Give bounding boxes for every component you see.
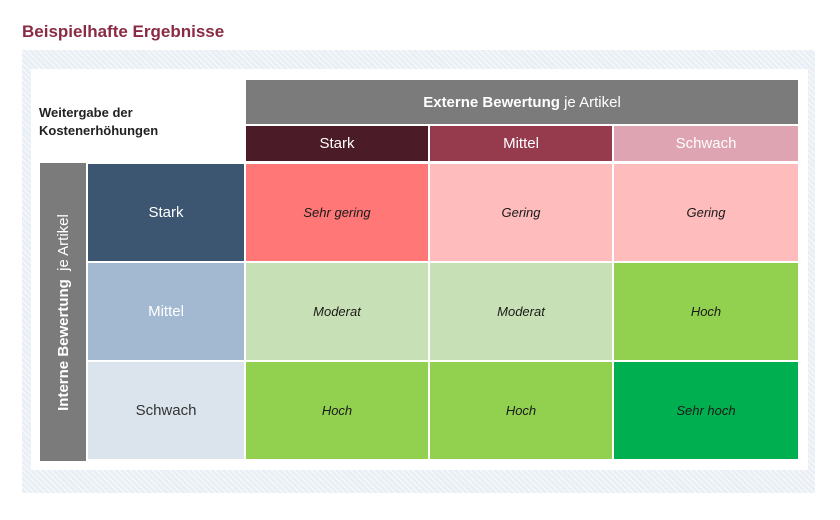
external-rating-header-bold: Externe Bewertung — [423, 93, 560, 111]
matrix-cell-stark-stark: Sehr gering — [246, 164, 428, 261]
internal-rating-header-rest: je Artikel — [54, 213, 72, 275]
corner-label-line2: Kostenerhöhungen — [39, 123, 159, 138]
column-header-schwach: Schwach — [614, 126, 798, 161]
row-header-stark: Stark — [88, 164, 244, 261]
external-rating-header: Externe Bewertung je Artikel — [246, 80, 798, 124]
internal-rating-header-bold: Interne Bewertung — [54, 278, 72, 411]
matrix-cell-schwach-stark: Hoch — [246, 362, 428, 459]
matrix-cell-stark-schwach: Gering — [614, 164, 798, 261]
column-header-mittel: Mittel — [430, 126, 612, 161]
matrix-cell-schwach-schwach: Sehr hoch — [614, 362, 798, 459]
matrix-cell-schwach-mittel: Hoch — [430, 362, 612, 459]
matrix-cell-mittel-mittel: Moderat — [430, 263, 612, 360]
matrix-cell-mittel-schwach: Hoch — [614, 263, 798, 360]
matrix-cell-mittel-stark: Moderat — [246, 263, 428, 360]
internal-rating-header: Interne Bewertung je Artikel — [40, 163, 86, 461]
row-header-schwach: Schwach — [88, 362, 244, 459]
page-title: Beispielhafte Ergebnisse — [22, 22, 225, 41]
column-header-stark: Stark — [246, 126, 428, 161]
matrix-cell-stark-mittel: Gering — [430, 164, 612, 261]
corner-label-line1: Weitergabe der — [39, 105, 133, 120]
corner-label: Weitergabe der Kostenerhöhungen — [39, 104, 229, 140]
external-rating-header-rest: je Artikel — [559, 93, 621, 111]
row-header-mittel: Mittel — [88, 263, 244, 360]
